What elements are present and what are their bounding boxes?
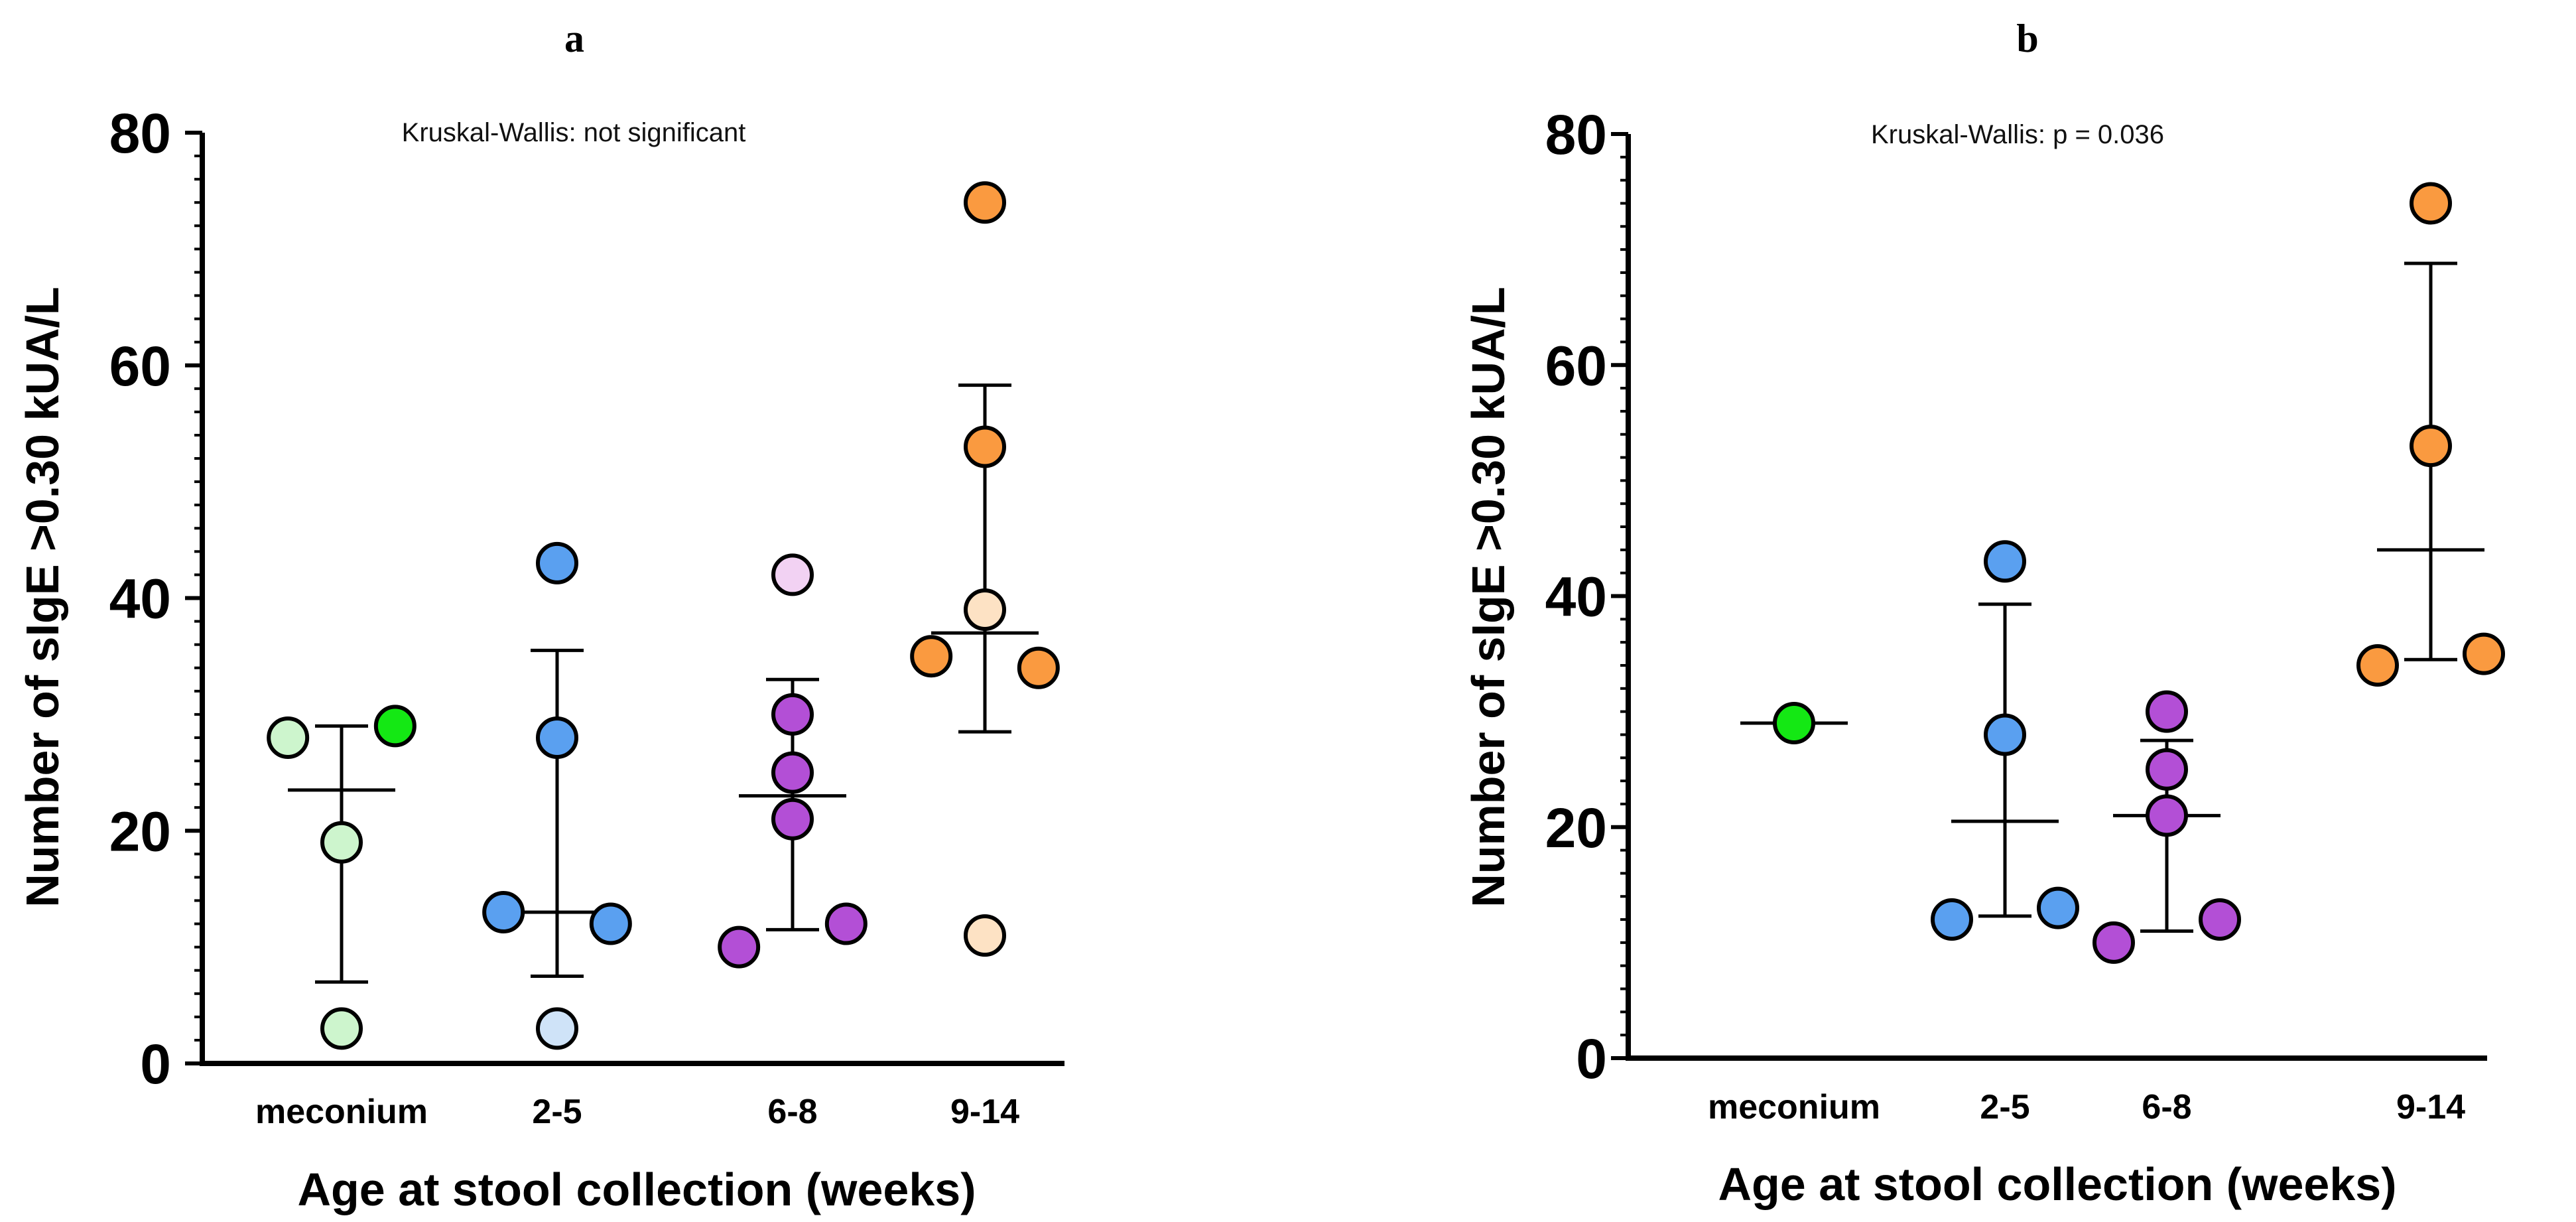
data-point [536, 1007, 578, 1050]
data-point [964, 914, 1006, 957]
data-point [536, 716, 578, 759]
data-point [2037, 886, 2079, 929]
statistics-annotation: Kruskal-Wallis: p = 0.036 [1871, 120, 2164, 149]
data-point [1773, 702, 1815, 745]
y-tick-label: 80 [109, 102, 171, 165]
data-point [718, 925, 761, 969]
data-point [267, 716, 310, 759]
data-point [771, 693, 814, 736]
panel-b: b Kruskal-Wallis: p = 0.036 0 20 40 60 80 mecon… [1462, 17, 2505, 1210]
x-axis-title: Age at stool collection (weeks) [298, 1164, 976, 1215]
data-point [373, 705, 417, 748]
data-point [771, 751, 814, 794]
summary-bar-2-5 [1951, 602, 2059, 918]
y-tick-label: 60 [1545, 334, 1607, 397]
panel-label: b [2016, 17, 2038, 60]
x-tick-label: 6-8 [2142, 1088, 2191, 1126]
y-tick-label: 20 [109, 800, 171, 862]
data-point [536, 541, 578, 584]
x-tick-label: meconium [255, 1093, 428, 1131]
x-tick-label: 2-5 [1980, 1088, 2029, 1126]
y-tick-label: 60 [109, 335, 171, 397]
data-point [2463, 632, 2505, 675]
y-tick-label: 20 [1545, 797, 1607, 859]
data-point [964, 588, 1006, 632]
data-point [482, 891, 525, 934]
data-point [320, 1007, 363, 1050]
statistics-annotation: Kruskal-Wallis: not significant [402, 118, 746, 147]
data-point [1984, 540, 2026, 583]
x-tick-label: meconium [1708, 1088, 1880, 1126]
x-tick-label: 2-5 [532, 1093, 582, 1131]
data-point [320, 821, 363, 864]
y-tick-label: 80 [1545, 103, 1607, 166]
data-point [964, 425, 1006, 468]
data-point [910, 635, 953, 678]
x-tick-label: 9-14 [950, 1093, 1019, 1131]
x-tick-label: 6-8 [767, 1093, 817, 1131]
data-point [2146, 690, 2188, 733]
y-tick-label: 40 [109, 568, 171, 630]
y-axis-title: Number of sIgE >0.30 kUA/L [17, 287, 68, 908]
data-point [2199, 898, 2241, 941]
data-point [2410, 425, 2452, 468]
data-point [2146, 794, 2188, 837]
y-tick-label: 0 [1576, 1028, 1607, 1090]
x-axis-title: Age at stool collection (weeks) [1718, 1158, 2397, 1210]
x-tick-label: 9-14 [2396, 1088, 2465, 1126]
data-point [824, 902, 868, 945]
data-point [2410, 182, 2452, 225]
data-point [1931, 898, 1973, 941]
summary-bar-9-14 [931, 383, 1039, 734]
data-point [964, 181, 1006, 224]
data-point [771, 797, 814, 841]
data-point [1984, 713, 2026, 756]
data-point [2356, 644, 2399, 687]
data-point [589, 902, 632, 945]
y-axis-title: Number of sIgE >0.30 kUA/L [1462, 287, 1514, 908]
data-point [2146, 748, 2188, 791]
data-point [1017, 646, 1060, 689]
y-tick-label: 40 [1545, 566, 1607, 628]
y-tick-label: 0 [140, 1033, 171, 1095]
panel-label: a [564, 17, 584, 60]
panel-a: a Kruskal-Wallis: not significant 0 20 40 60 8… [17, 17, 1064, 1215]
data-point [2093, 921, 2135, 964]
data-point [771, 553, 814, 596]
